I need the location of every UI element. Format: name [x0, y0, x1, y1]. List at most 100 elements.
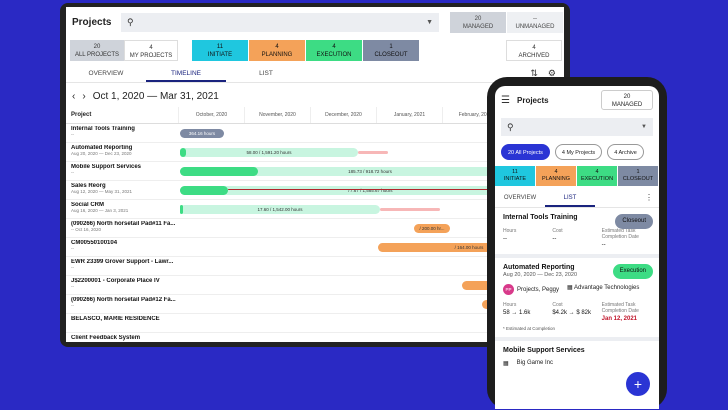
gantt-bar[interactable]: 364.16 hours: [180, 129, 224, 138]
gantt-bar-segment: [180, 205, 183, 214]
avatar: PP: [503, 284, 514, 295]
project-name: Internal Tools Training: [503, 214, 578, 221]
phase-label: PLANNING: [261, 52, 293, 58]
project-name: Client Feedback System: [71, 335, 141, 341]
estimate-note: * Estimated at Completion: [503, 326, 556, 331]
chevron-down-icon[interactable]: ▼: [641, 124, 647, 130]
mobile-view-tabs: OVERVIEW LIST ⋮: [495, 188, 659, 208]
page-title: Projects: [72, 16, 112, 28]
gantt-bar[interactable]: 17.60 / 1,542.00 hours: [180, 205, 380, 214]
add-project-button[interactable]: +: [626, 372, 650, 396]
gantt-row[interactable]: (090266) North horsetail Pad#11 Fa... -- …: [66, 219, 564, 238]
filter-all-projects[interactable]: 20 ALL PROJECTS: [70, 40, 124, 61]
sort-icon[interactable]: ⇅: [530, 68, 538, 78]
phase-initiate[interactable]: 11 INITIATE: [495, 166, 535, 186]
search-input[interactable]: ⚲ ▼: [121, 13, 439, 32]
project-date: Aug 16, 2020 — Jan 3, 2021: [71, 208, 129, 213]
chip-all-projects[interactable]: 20 All Projects: [501, 144, 550, 160]
gantt-row[interactable]: Social CRM Aug 16, 2020 — Jan 3, 2021 17.…: [66, 200, 564, 219]
phase-execution[interactable]: 4 EXECUTION: [577, 166, 617, 186]
phase-initiate[interactable]: 11 INITIATE: [192, 40, 248, 61]
phase-planning[interactable]: 4 PLANNING: [249, 40, 305, 61]
project-name: Internal Tools Training: [71, 126, 135, 132]
phase-closeout[interactable]: 1 CLOSEOUT: [618, 166, 658, 186]
phase-closeout[interactable]: 1 CLOSEOUT: [363, 40, 419, 61]
metric-value: --: [601, 242, 606, 248]
phase-count: 4: [595, 169, 599, 175]
gantt-bar[interactable]: 185.73 / 918.72 hours: [180, 167, 560, 176]
gantt-bar[interactable]: / 200.00 hr...: [414, 224, 450, 233]
hours-metric: Hours 58 → 1.6k: [503, 302, 552, 322]
filter-count: 4: [149, 45, 153, 51]
chevron-down-icon[interactable]: ▼: [426, 19, 433, 26]
desktop-window: Projects ⚲ ▼ 20 MANAGED -- UNMANAGED 20 …: [60, 3, 570, 347]
assignee: PP Projects, Peggy: [503, 284, 559, 295]
archived-label: ARCHIVED: [518, 53, 550, 59]
phase-filter: 11 INITIATE 4 PLANNING 4 EXECUTION 1 CLO…: [192, 40, 419, 61]
phase-count: 4: [275, 44, 279, 50]
more-vertical-icon[interactable]: ⋮: [645, 193, 653, 202]
project-date: -- Oct 16, 2020: [71, 227, 102, 232]
gantt-bar[interactable]: 58.00 / 1,591.20 hours: [180, 148, 358, 157]
phase-execution[interactable]: 4 EXECUTION: [306, 40, 362, 61]
mobile-managed-select[interactable]: 20 MANAGED: [601, 90, 653, 110]
tab-overview[interactable]: OVERVIEW: [503, 195, 537, 201]
project-card[interactable]: Internal Tools Training Closeout Hours --…: [495, 208, 659, 258]
filter-label: MY PROJECTS: [129, 53, 173, 59]
project-name: J$2200001 - Corporate Place IV: [71, 278, 160, 284]
month-header: February, 2021: [442, 107, 508, 123]
chip-archived[interactable]: 4 Archive: [607, 144, 644, 160]
chevron-right-icon[interactable]: ›: [82, 90, 86, 102]
gantt-row[interactable]: Client Feedback System: [66, 333, 564, 342]
tab-list[interactable]: LIST: [259, 70, 273, 77]
unmanaged-toggle[interactable]: -- UNMANAGED: [507, 12, 563, 33]
gear-icon[interactable]: ⚙: [547, 68, 556, 78]
mobile-filter-chips: 20 All Projects 4 My Projects 4 Archive: [495, 140, 659, 164]
tab-list[interactable]: LIST: [545, 188, 595, 207]
gantt-row[interactable]: BELASCO, MARIE RESIDENCE: [66, 314, 564, 333]
search-icon: ⚲: [507, 121, 514, 132]
gantt-bar[interactable]: 77.67 / 1,585.67 hours: [180, 186, 560, 195]
chevron-left-icon[interactable]: ‹: [72, 90, 76, 102]
gantt-row[interactable]: EWR 23399 Grover Support - Lawr... --: [66, 257, 564, 276]
gantt-bar[interactable]: / 164.00 hours: [378, 243, 560, 252]
managed-toggle[interactable]: 20 MANAGED: [450, 12, 506, 33]
metric-label: Estimated Task Completion Date: [601, 228, 639, 240]
filter-my-projects[interactable]: 4 MY PROJECTS: [124, 40, 178, 61]
metric-value: --: [552, 236, 557, 242]
desktop-topbar: Projects: [66, 7, 564, 37]
desktop-screen: Projects ⚲ ▼ 20 MANAGED -- UNMANAGED 20 …: [66, 7, 564, 342]
hamburger-menu-icon[interactable]: ☰: [501, 94, 510, 106]
cost-metric: Cost --: [552, 228, 601, 248]
phase-count: 4: [554, 169, 558, 175]
phase-label: INITIATE: [503, 176, 527, 182]
archived-filter[interactable]: 4 ARCHIVED: [506, 40, 562, 61]
tab-timeline[interactable]: TIMELINE: [146, 65, 226, 82]
metric-value: --: [503, 236, 507, 242]
gantt-bar-segment: [180, 186, 228, 195]
phase-button[interactable]: Execution: [612, 264, 653, 279]
mobile-page-title: Projects: [517, 95, 549, 105]
project-team: ▦ Big Game Inc: [503, 360, 651, 367]
project-date: --: [71, 265, 74, 270]
filter-label: ALL PROJECTS: [74, 52, 120, 58]
gantt-chart: Project October, 2020 November, 2020 Dec…: [66, 107, 564, 342]
cost-metric: Cost $4.2k → $ 82k: [552, 302, 601, 322]
gantt-row[interactable]: Sales Reorg Aug 12, 2020 — May 31, 2021 7…: [66, 181, 564, 200]
mobile-search-input[interactable]: ⚲ ▼: [501, 118, 653, 136]
project-assignees: PP Projects, Peggy ▦ Advantage Technologi…: [503, 284, 651, 295]
phase-planning[interactable]: 4 PLANNING: [536, 166, 576, 186]
gantt-row[interactable]: Mobile Support Services -- 185.73 / 918.7…: [66, 162, 564, 181]
phase-button[interactable]: Closeout: [615, 214, 653, 229]
gantt-row[interactable]: Automated Reporting Aug 20, 2020 — Dec 23…: [66, 143, 564, 162]
chip-my-projects[interactable]: 4 My Projects: [554, 144, 603, 160]
project-card[interactable]: Mobile Support Services ▦ Big Game Inc: [495, 341, 659, 373]
team: ▦ Advantage Technologies: [567, 284, 639, 291]
project-card[interactable]: Automated Reporting Aug 20, 2020 — Dec 2…: [495, 258, 659, 341]
managed-label: MANAGED: [611, 102, 643, 108]
gantt-row[interactable]: CM00550100104 -- / 164.00 hours: [66, 238, 564, 257]
project-name: Mobile Support Services: [503, 347, 585, 354]
tab-overview[interactable]: OVERVIEW: [88, 70, 124, 77]
gantt-row[interactable]: Internal Tools Training -- 364.16 hours: [66, 124, 564, 143]
project-name: BELASCO, MARIE RESIDENCE: [71, 316, 160, 322]
